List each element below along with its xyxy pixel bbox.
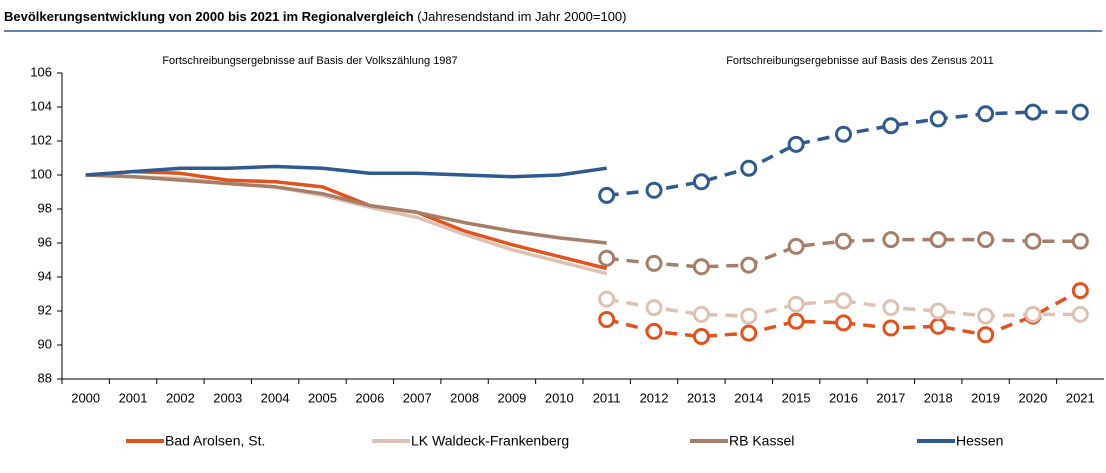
point: [977, 307, 995, 325]
legend-label: LK Waldeck-Frankenberg: [411, 433, 569, 449]
legend-label: RB Kassel: [729, 433, 794, 449]
point: [1071, 103, 1089, 121]
y-tick-label: 88: [38, 370, 52, 385]
y-tick-label: 92: [38, 302, 52, 317]
x-tick-label: 2021: [1066, 390, 1095, 405]
point: [598, 186, 616, 204]
chart-title: Bevölkerungsentwicklung von 2000 bis 202…: [4, 9, 627, 24]
y-tick-label: 96: [38, 234, 52, 249]
x-tick-label: 2013: [687, 390, 716, 405]
x-tick-label: 2015: [782, 390, 811, 405]
y-tick-label: 104: [30, 98, 52, 113]
legend-label: Bad Arolsen, St.: [165, 433, 265, 449]
x-tick-label: 2003: [213, 390, 242, 405]
point: [835, 232, 852, 250]
x-tick-label: 2020: [1018, 390, 1047, 405]
x-tick-label: 2006: [355, 390, 384, 405]
point: [1024, 305, 1042, 323]
point: [835, 125, 852, 143]
point: [787, 237, 805, 255]
x-tick-label: 2010: [545, 390, 574, 405]
point: [1024, 232, 1042, 250]
x-tick-label: 2014: [734, 390, 763, 405]
point: [882, 117, 900, 135]
point: [598, 311, 616, 328]
point: [645, 299, 663, 317]
point: [929, 110, 947, 128]
point: [977, 105, 995, 123]
line: [85, 169, 608, 271]
y-tick-label: 90: [38, 336, 52, 351]
point: [977, 326, 995, 344]
x-tick-label: 2001: [119, 390, 148, 405]
point: [835, 314, 852, 332]
point: [645, 254, 663, 272]
point: [598, 249, 616, 267]
point: [882, 319, 900, 337]
point: [787, 295, 805, 313]
point: [645, 181, 663, 199]
line: [85, 173, 607, 245]
point: [740, 307, 758, 325]
legend-label: Hessen: [956, 433, 1003, 449]
y-tick-label: 100: [30, 166, 52, 181]
point: [929, 317, 947, 335]
y-tick-label: 94: [38, 268, 52, 283]
y-tick-label: 98: [38, 200, 52, 215]
x-tick-label: 2002: [166, 390, 195, 405]
line: [85, 164, 607, 179]
x-tick-label: 2011: [593, 390, 621, 405]
point: [977, 231, 995, 249]
x-tick-label: 2000: [71, 390, 100, 405]
point: [692, 173, 710, 191]
point: [692, 305, 710, 323]
x-tick-label: 2005: [308, 390, 337, 405]
x-tick-label: 2012: [640, 390, 669, 405]
point: [882, 231, 900, 249]
x-tick-label: 2016: [829, 390, 858, 405]
x-tick-label: 2004: [261, 390, 290, 405]
point: [1071, 305, 1089, 323]
point: [645, 322, 663, 340]
point: [598, 290, 616, 308]
subtitle: (Jahresendstand im Jahr 2000=100): [417, 9, 626, 24]
annotation: Fortschreibungsergebnisse auf Basis des …: [726, 55, 994, 67]
y-tick-label: 102: [30, 132, 52, 147]
x-tick-label: 2018: [924, 390, 953, 405]
y-tick-label: 106: [30, 64, 52, 79]
x-tick-label: 2009: [497, 390, 526, 405]
point: [882, 299, 900, 317]
point: [692, 328, 710, 345]
zensus-line: [606, 297, 1081, 318]
point: [692, 258, 710, 276]
line: [85, 173, 608, 276]
point: [787, 312, 805, 330]
x-tick-label: 2019: [971, 390, 1000, 405]
point: [929, 302, 947, 320]
annotation: Fortschreibungsergebnisse auf Basis der …: [162, 55, 457, 67]
point: [835, 292, 852, 310]
point: [1071, 232, 1089, 250]
zensus-line: [606, 110, 1081, 198]
point: [929, 231, 947, 249]
title: Bevölkerungsentwicklung von 2000 bis 202…: [4, 9, 414, 24]
x-tick-label: 2007: [403, 390, 432, 405]
point: [740, 159, 758, 177]
point: [1071, 282, 1089, 300]
point: [1024, 103, 1042, 121]
point: [740, 256, 758, 274]
point: [740, 324, 758, 342]
point: [787, 135, 805, 153]
x-tick-label: 2017: [876, 390, 905, 405]
x-tick-label: 2008: [450, 390, 479, 405]
